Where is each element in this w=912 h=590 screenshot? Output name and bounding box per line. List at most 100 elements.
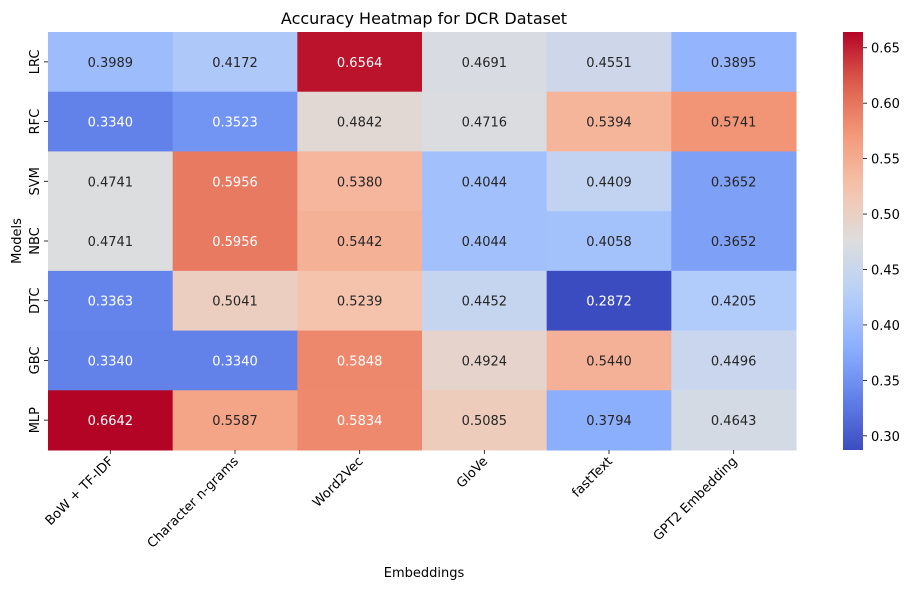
heatmap-cell <box>48 151 174 212</box>
cell-value-label: 0.6642 <box>88 414 134 429</box>
cell-value-label: 0.5834 <box>337 414 383 429</box>
cell-value-label: 0.5085 <box>462 414 508 429</box>
heatmap-cell <box>297 390 423 451</box>
cell-value-label: 0.4409 <box>586 175 632 190</box>
heatmap-cell <box>297 270 423 332</box>
heatmap-cell <box>422 151 548 212</box>
cell-value-label: 0.4044 <box>462 235 508 250</box>
chart-title: Accuracy Heatmap for DCR Dataset <box>281 9 567 28</box>
heatmap-cells: 0.3989 0.4172 0.6564 0.4691 0.4551 0.3895 0.33… <box>48 32 797 451</box>
heatmap-cell <box>422 91 548 152</box>
cell-value-label: 0.5587 <box>212 414 258 429</box>
cell-value-label: 0.4741 <box>88 235 134 250</box>
heatmap-cell <box>48 390 174 451</box>
heatmap-cell <box>48 211 174 272</box>
heatmap-cell <box>172 330 298 391</box>
cell-value-label: 0.4452 <box>462 295 508 310</box>
cell-value-label: 0.4691 <box>462 56 508 71</box>
heatmap-cell <box>172 91 298 152</box>
cell-value-label: 0.3523 <box>212 116 258 131</box>
heatmap-cell <box>297 151 423 212</box>
heatmap-cell <box>48 91 174 152</box>
heatmap-cell <box>422 330 548 391</box>
y-tick-label: NBC <box>28 227 43 255</box>
x-axis-ticks: BoW + TF-IDF Character n-grams Word2Vec Glo… <box>43 450 741 551</box>
cell-value-label: 0.3652 <box>711 175 757 190</box>
cell-value-label: 0.3340 <box>88 116 134 131</box>
cell-value-label: 0.5041 <box>212 295 258 310</box>
cell-value-label: 0.3895 <box>711 56 757 71</box>
heatmap-cell <box>48 270 174 332</box>
cell-value-label: 0.4924 <box>462 354 508 369</box>
cell-value-label: 0.4551 <box>586 56 632 71</box>
cell-value-label: 0.4716 <box>462 116 508 131</box>
heatmap-cell <box>422 32 548 93</box>
heatmap-cell <box>671 390 797 451</box>
heatmap-cell <box>48 330 174 391</box>
heatmap-cell <box>172 32 298 93</box>
heatmap-cell <box>172 390 298 451</box>
heatmap-cell <box>671 211 797 272</box>
x-tick-label: Word2Vec <box>310 454 366 510</box>
heatmap-cell <box>48 32 174 93</box>
colorbar-tick-label: 0.45 <box>871 263 900 278</box>
cell-value-label: 0.3989 <box>88 56 134 71</box>
cell-value-label: 0.5956 <box>212 235 258 250</box>
heatmap-cell <box>172 151 298 212</box>
heatmap-cell <box>297 330 423 391</box>
heatmap-cell <box>671 330 797 391</box>
heatmap-cell <box>172 211 298 272</box>
y-axis-label: Models <box>10 218 25 264</box>
y-tick-label: GBC <box>28 347 43 375</box>
x-axis-label: Embeddings <box>384 566 465 581</box>
heatmap-cell <box>671 32 797 93</box>
cell-value-label: 0.5442 <box>337 235 383 250</box>
cell-value-label: 0.4172 <box>212 56 258 71</box>
heatmap-cell <box>671 91 797 152</box>
colorbar: 0.30 0.35 0.40 0.45 0.50 0.55 0.60 0.65 <box>843 32 900 450</box>
colorbar-tick-label: 0.35 <box>871 374 900 389</box>
heatmap-cell <box>546 211 672 272</box>
y-axis-ticks: LRC RFC SVM NBC DTC GBC MLP <box>28 49 48 433</box>
heatmap-cell <box>546 270 672 332</box>
cell-value-label: 0.2872 <box>586 295 632 310</box>
cell-value-label: 0.3363 <box>88 295 134 310</box>
cell-value-label: 0.3340 <box>212 354 258 369</box>
colorbar-tick-label: 0.65 <box>871 42 900 57</box>
heatmap-cell <box>671 151 797 212</box>
y-tick-label: RFC <box>28 109 43 135</box>
colorbar-gradient <box>843 32 863 450</box>
cell-value-label: 0.4205 <box>711 295 757 310</box>
cell-value-label: 0.4058 <box>586 235 632 250</box>
cell-value-label: 0.5848 <box>337 354 383 369</box>
cell-value-label: 0.4496 <box>711 354 757 369</box>
y-tick-label: MLP <box>28 407 43 433</box>
cell-value-label: 0.3652 <box>711 235 757 250</box>
colorbar-tick-label: 0.30 <box>871 430 900 445</box>
cell-value-label: 0.6564 <box>337 56 383 71</box>
heatmap-cell <box>546 151 672 212</box>
y-tick-label: LRC <box>28 49 43 74</box>
cell-value-label: 0.4741 <box>88 175 134 190</box>
heatmap-cell <box>422 211 548 272</box>
heatmap-cell <box>422 390 548 451</box>
x-tick-label: GloVe <box>454 454 491 491</box>
heatmap-cell <box>172 270 298 332</box>
x-tick-label: fastText <box>569 454 615 500</box>
cell-value-label: 0.5380 <box>337 175 383 190</box>
heatmap-cell <box>546 390 672 451</box>
colorbar-tick-label: 0.50 <box>871 208 900 223</box>
heatmap-cell <box>422 270 548 332</box>
colorbar-tick-label: 0.55 <box>871 153 900 168</box>
x-tick-label: GPT2 Embedding <box>651 454 741 544</box>
heatmap-cell <box>297 32 423 93</box>
heatmap-cell <box>546 330 672 391</box>
colorbar-tick-label: 0.40 <box>871 319 900 334</box>
cell-value-label: 0.5741 <box>711 116 757 131</box>
cell-value-label: 0.5239 <box>337 295 383 310</box>
cell-value-label: 0.3794 <box>586 414 632 429</box>
heatmap-cell <box>297 91 423 152</box>
x-tick-label: Character n-grams <box>145 454 242 551</box>
cell-value-label: 0.4044 <box>462 175 508 190</box>
